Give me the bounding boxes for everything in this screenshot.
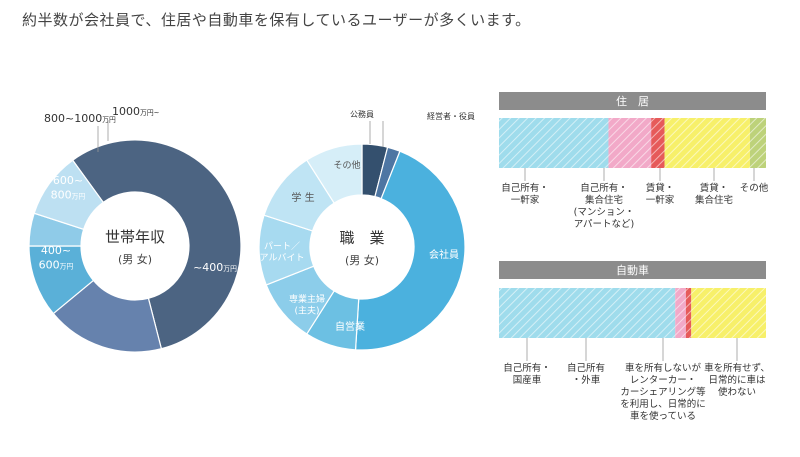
category-label: 車を所有しないがレンターカー・カーシェアリング等を利用し、日常的に車を使っている (620, 362, 706, 422)
slice-label-text: 自営業 (335, 320, 365, 333)
slice-label-text: パート／アルバイト (260, 241, 305, 264)
category-label: 自己所有・集合住宅(マンション・アパートなど) (574, 182, 635, 230)
slice-label-text: 学 生 (291, 191, 314, 204)
bar-segment-hatch (691, 288, 766, 338)
category-label: 自己所有・外車 (567, 362, 605, 386)
slice-label-1: 経営者・役員 (427, 111, 475, 121)
slice-label-2: 会社員 (429, 248, 459, 261)
slice-label-2: 600~ 800万円 (51, 174, 86, 201)
slice-4 (33, 159, 105, 231)
category-label: 自己所有・国産車 (503, 362, 551, 386)
slice-label-0: 公務員 (350, 109, 374, 119)
bar-segment-hatch (651, 118, 665, 168)
slice-label-text: 800~1000万円 (44, 112, 116, 125)
slice-2 (354, 150, 466, 351)
bar-title: 自動車 (616, 263, 649, 277)
donut-hole (82, 193, 188, 299)
bar-segment-hatch (749, 118, 766, 168)
bar-segment-hatch (685, 288, 692, 338)
slice-0 (71, 139, 242, 350)
category-label: 賃貸・一軒家 (646, 182, 675, 206)
bar-segment-hatch (675, 288, 686, 338)
donut-subtitle: (男 女) (118, 252, 152, 266)
slice-label-text: 公務員 (350, 109, 374, 119)
slice-label-4: 1000万円~ (112, 105, 159, 118)
bar-title: 住 居 (616, 94, 649, 108)
bar-header (499, 261, 766, 279)
category-label: 自己所有・一軒家 (501, 182, 549, 206)
bar-segment-hatch (608, 118, 652, 168)
category-label: 車を所有せず、日常的に車は使わない (704, 362, 770, 398)
page-headline: 約半数が会社員で、住居や自動車を保有しているユーザーが多くいます。 (22, 11, 531, 29)
donut-title: 職 業 (339, 229, 384, 247)
category-label: 賃貸・集合住宅 (695, 182, 733, 206)
bar-segment-hatch (664, 118, 750, 168)
slice-label-text: 会社員 (429, 248, 459, 261)
slice-label-4: 専業主婦(主夫) (289, 293, 325, 317)
slice-label-text: 600~ 800万円 (51, 174, 86, 201)
slice-label-3: 自営業 (335, 320, 365, 333)
slice-label-text: 専業主婦(主夫) (289, 293, 325, 317)
car-bar-chart: 自動車自己所有・国産車自己所有・外車車を所有しないがレンターカー・カーシェアリン… (499, 261, 770, 422)
bar-segment-hatch (499, 118, 609, 168)
slice-label-text: 400~ 600万円 (39, 244, 74, 271)
slice-label-6: 学 生 (291, 191, 314, 204)
bar-header (499, 92, 766, 110)
income-donut-chart: 世帯年収 (男 女) ~400万円 400~ 600万円 600~ 800万円 800~100… (28, 105, 242, 353)
slice-label-text: その他 (333, 159, 360, 171)
bar-segment-hatch (499, 288, 676, 338)
donut-title: 世帯年収 (105, 228, 165, 246)
slice-label-text: 経営者・役員 (427, 111, 475, 121)
slice-7 (305, 143, 363, 204)
slice-label-0: ~400万円 (193, 261, 237, 274)
slice-label-text: ~400万円 (193, 261, 237, 274)
slice-label-5: パート／アルバイト (260, 241, 305, 264)
category-label: その他 (740, 182, 769, 194)
slice-label-1: 400~ 600万円 (39, 244, 74, 271)
donut-subtitle: (男 女) (345, 253, 379, 267)
slice-label-text: 1000万円~ (112, 105, 159, 118)
slice-label-7: その他 (333, 159, 360, 171)
donut-hole (311, 196, 413, 298)
slice-label-3: 800~1000万円 (44, 112, 116, 125)
